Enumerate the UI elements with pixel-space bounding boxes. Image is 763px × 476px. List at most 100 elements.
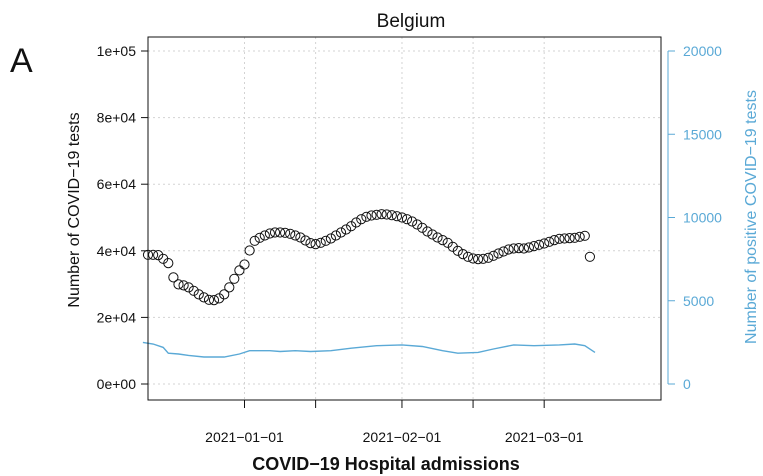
data-point [325, 233, 336, 244]
data-point [280, 227, 291, 238]
data-point [295, 232, 306, 243]
data-point [341, 224, 352, 235]
data-point [523, 242, 535, 253]
data-point [148, 249, 159, 260]
panel-letter: A [10, 42, 33, 80]
y-tick-label: 0e+00 [97, 376, 137, 392]
data-point [188, 285, 199, 296]
tests-series [142, 209, 596, 306]
data-point [407, 216, 418, 227]
data-point [574, 231, 585, 242]
data-point [254, 232, 265, 243]
y-tick-label: 4e+04 [97, 243, 137, 259]
data-point [539, 238, 550, 249]
grid [148, 37, 661, 400]
data-point [203, 294, 215, 305]
data-point [229, 273, 240, 284]
x-tick-label: 2021−03−01 [505, 429, 584, 445]
data-point [401, 214, 413, 225]
data-point [534, 239, 545, 250]
data-point [361, 211, 372, 222]
y-tick-label: 8e+04 [97, 110, 137, 126]
data-point [285, 228, 296, 239]
data-point [544, 236, 555, 247]
y-tick-label: 6e+04 [97, 176, 137, 192]
data-point [559, 233, 570, 244]
y-right-tick-label: 0 [683, 376, 691, 392]
data-point [224, 282, 235, 293]
positive-tests-line [142, 341, 596, 358]
data-point [178, 280, 189, 291]
data-point [356, 214, 367, 225]
y-axis-label-right: Number of positive COVID−19 tests [743, 90, 760, 344]
left-axis: 0e+00 2e+04 4e+04 6e+04 8e+04 1e+05 [97, 43, 148, 392]
data-point [518, 243, 530, 254]
data-point [457, 249, 468, 260]
data-point [214, 293, 225, 304]
data-point [330, 230, 341, 241]
data-point [488, 250, 499, 261]
data-point [351, 217, 362, 228]
positive-tests-series [142, 341, 596, 358]
data-point [564, 233, 575, 244]
data-point [315, 237, 326, 248]
data-point [498, 246, 509, 257]
x-axis-label: COVID−19 Hospital admissions [252, 454, 520, 474]
data-point [300, 235, 311, 246]
chart-title: Belgium [377, 11, 446, 32]
data-point [259, 230, 270, 241]
y-right-tick-label: 5000 [683, 293, 714, 309]
data-point [417, 222, 428, 233]
plot-frame [147, 36, 662, 401]
right-axis: 0 5000 10000 15000 20000 [667, 43, 722, 392]
data-point [234, 265, 245, 276]
data-point [208, 295, 220, 306]
data-point [427, 229, 438, 240]
data-point [366, 210, 377, 221]
data-point [437, 235, 448, 246]
data-point [320, 235, 331, 246]
data-point [239, 259, 250, 270]
data-point [198, 292, 209, 303]
y-right-tick-label: 20000 [683, 43, 722, 59]
data-point [163, 258, 174, 269]
data-point [569, 232, 580, 243]
data-point [513, 243, 524, 254]
data-point [269, 227, 281, 238]
y-tick-label: 2e+04 [97, 309, 137, 325]
data-point [335, 227, 347, 238]
data-point [549, 235, 560, 246]
data-point [452, 245, 463, 256]
data-point [462, 251, 474, 262]
y-right-tick-label: 15000 [683, 126, 722, 142]
data-point [396, 212, 408, 223]
data-point [473, 254, 484, 265]
data-point [381, 209, 392, 220]
data-point [290, 230, 301, 241]
data-point [264, 228, 275, 239]
data-point [508, 243, 519, 254]
data-point [310, 239, 321, 250]
data-point [412, 219, 423, 230]
data-point [503, 244, 514, 255]
data-point [305, 238, 316, 249]
data-point [528, 241, 540, 252]
data-point [432, 232, 443, 243]
x-tick-label: 2021−02−01 [363, 429, 442, 445]
data-point [442, 237, 453, 248]
data-point [183, 282, 194, 293]
x-tick-label: 2021−01−01 [205, 429, 284, 445]
data-point [386, 210, 397, 221]
data-point [468, 253, 479, 264]
y-tick-label: 1e+05 [97, 43, 137, 59]
data-point [275, 227, 286, 238]
data-point [478, 253, 489, 264]
data-point [219, 289, 230, 300]
data-point [493, 248, 504, 259]
data-point [168, 272, 179, 283]
data-point [371, 209, 382, 220]
data-point [391, 211, 402, 222]
data-point [193, 289, 204, 300]
y-right-tick-label: 10000 [683, 210, 722, 226]
